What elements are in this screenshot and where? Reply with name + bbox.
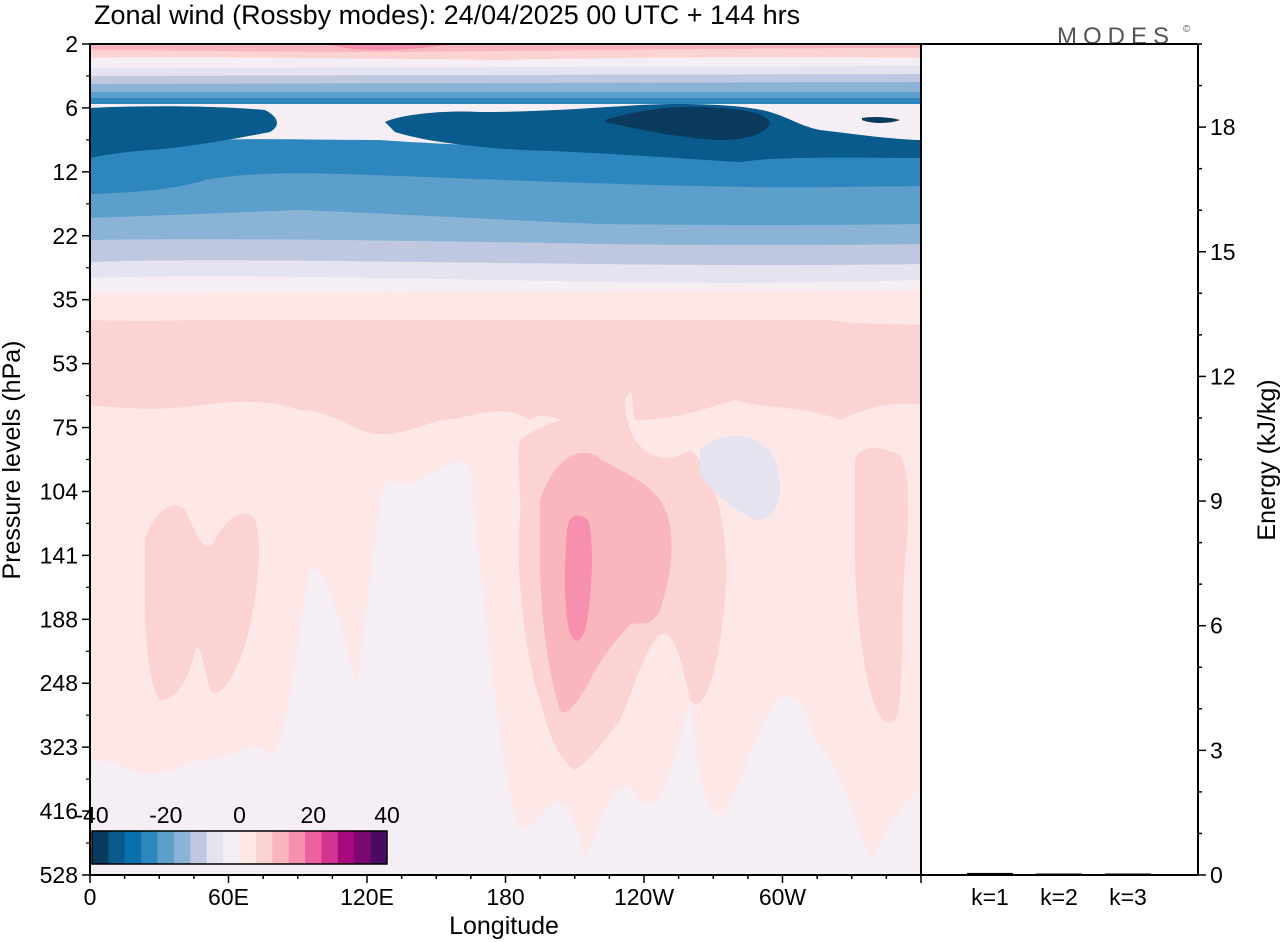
- colorbar-swatch: [206, 831, 224, 864]
- colorbar-frame: [91, 830, 388, 865]
- energy-axis-label: Energy (kJ/kg): [1253, 379, 1280, 540]
- colorbar-tick-label: -20: [149, 802, 182, 828]
- colorbar-ticks: -40 -20 0 20 40: [75, 802, 399, 828]
- colorbar-swatch: [305, 831, 322, 864]
- colorbar-swatch: [190, 831, 208, 864]
- energy-bar: [1105, 873, 1151, 875]
- band-mid-positive: [90, 320, 921, 435]
- y-tick-label: 22: [52, 223, 78, 249]
- colorbar-swatch: [124, 831, 142, 864]
- colorbar-swatch: [354, 831, 372, 864]
- y-axis: 2 6 12 22 35 53 75 104 141 188 248 323 416 528: [40, 31, 90, 888]
- energy-bars: [967, 872, 1151, 875]
- colorbar-swatch: [108, 831, 126, 864]
- x-tick-label: 120E: [340, 884, 394, 910]
- colorbar-swatch: [223, 831, 240, 864]
- colorbar-swatch: [141, 831, 158, 864]
- energy-tick-label: 3: [1210, 737, 1223, 763]
- y-tick-label: 323: [40, 734, 78, 760]
- x-tick-label: 120W: [614, 884, 674, 910]
- x-tick-label: 60W: [759, 884, 807, 910]
- energy-categories: k=1 k=2 k=3: [971, 884, 1147, 910]
- y-tick-label: 141: [40, 542, 78, 568]
- y-tick-label: 12: [52, 159, 78, 185]
- colorbar-tick-label: 40: [374, 802, 400, 828]
- colorbar-swatch: [92, 831, 109, 864]
- band-upper-light: [90, 290, 921, 325]
- y-tick-label: 528: [40, 862, 78, 888]
- energy-bar: [967, 872, 1013, 875]
- colorbar-swatch: [173, 831, 191, 864]
- energy-tick-label: 18: [1210, 114, 1236, 140]
- blob-top-strongest: [330, 44, 450, 50]
- colorbar: [91, 830, 388, 865]
- y-tick-label: 104: [40, 478, 79, 504]
- colorbar-swatch: [370, 831, 388, 864]
- colorbar-swatch: [337, 831, 355, 864]
- y-tick-label: 248: [40, 670, 78, 696]
- modes-logo: MODES: [1057, 23, 1175, 50]
- colorbar-tick-label: 0: [233, 802, 246, 828]
- y-tick-label: 2: [65, 31, 78, 57]
- chart-title: Zonal wind (Rossby modes): 24/04/2025 00…: [94, 0, 800, 30]
- blob-east-lower: [855, 448, 909, 723]
- x-axis-label: Longitude: [449, 912, 559, 940]
- energy-bar: [1036, 873, 1082, 875]
- band-top-neutral: [90, 57, 921, 68]
- y-tick-label: 188: [40, 606, 78, 632]
- y-tick-label: 35: [52, 287, 78, 313]
- energy-category-label: k=2: [1040, 884, 1078, 910]
- blob-core-strong: [564, 515, 592, 641]
- blob-west-lower: [145, 505, 260, 700]
- y-tick-label: 53: [52, 351, 78, 377]
- band-upper-neutral: [90, 272, 921, 292]
- blob-6hpa-strongest: [605, 106, 900, 140]
- x-tick-label: 60E: [208, 884, 249, 910]
- energy-axis: 0 3 6 9 12 15 18: [1198, 43, 1236, 888]
- band-6hpa-edge-a: [90, 98, 921, 104]
- energy-tick-label: 15: [1210, 239, 1236, 265]
- y-axis-label: Pressure levels (hPa): [0, 341, 26, 580]
- colorbar-swatch: [321, 831, 339, 864]
- energy-tick-label: 6: [1210, 613, 1223, 639]
- blob-top-strong: [90, 44, 921, 52]
- x-tick-label: 180: [486, 884, 524, 910]
- modes-logo-mark: ©: [1183, 24, 1191, 35]
- colorbar-swatch: [272, 831, 290, 864]
- band-lower-positive: [90, 300, 921, 860]
- x-axis: 0 60E 120E 180 120W 60W: [84, 875, 922, 910]
- y-tick-label: 416: [40, 798, 78, 824]
- x-tick-label: 0: [84, 884, 97, 910]
- blob-negative-upper-east: [700, 436, 780, 520]
- y-tick-label: 6: [65, 95, 78, 121]
- colorbar-swatch: [157, 831, 175, 864]
- contour-field: [90, 44, 921, 875]
- energy-tick-label: 0: [1210, 862, 1223, 888]
- energy-tick-label: 9: [1210, 488, 1223, 514]
- colorbar-tick-label: 20: [300, 802, 326, 828]
- band-18hpa: [90, 209, 921, 246]
- energy-tick-label: 12: [1210, 363, 1236, 389]
- colorbar-swatch: [255, 831, 273, 864]
- colorbar-swatch: [239, 831, 257, 864]
- band-22hpa-a: [90, 259, 921, 283]
- energy-category-label: k=1: [971, 884, 1009, 910]
- colorbar-swatch: [288, 831, 306, 864]
- energy-category-label: k=3: [1109, 884, 1147, 910]
- y-tick-label: 75: [52, 415, 78, 441]
- colorbar-tick-label: -40: [75, 802, 108, 828]
